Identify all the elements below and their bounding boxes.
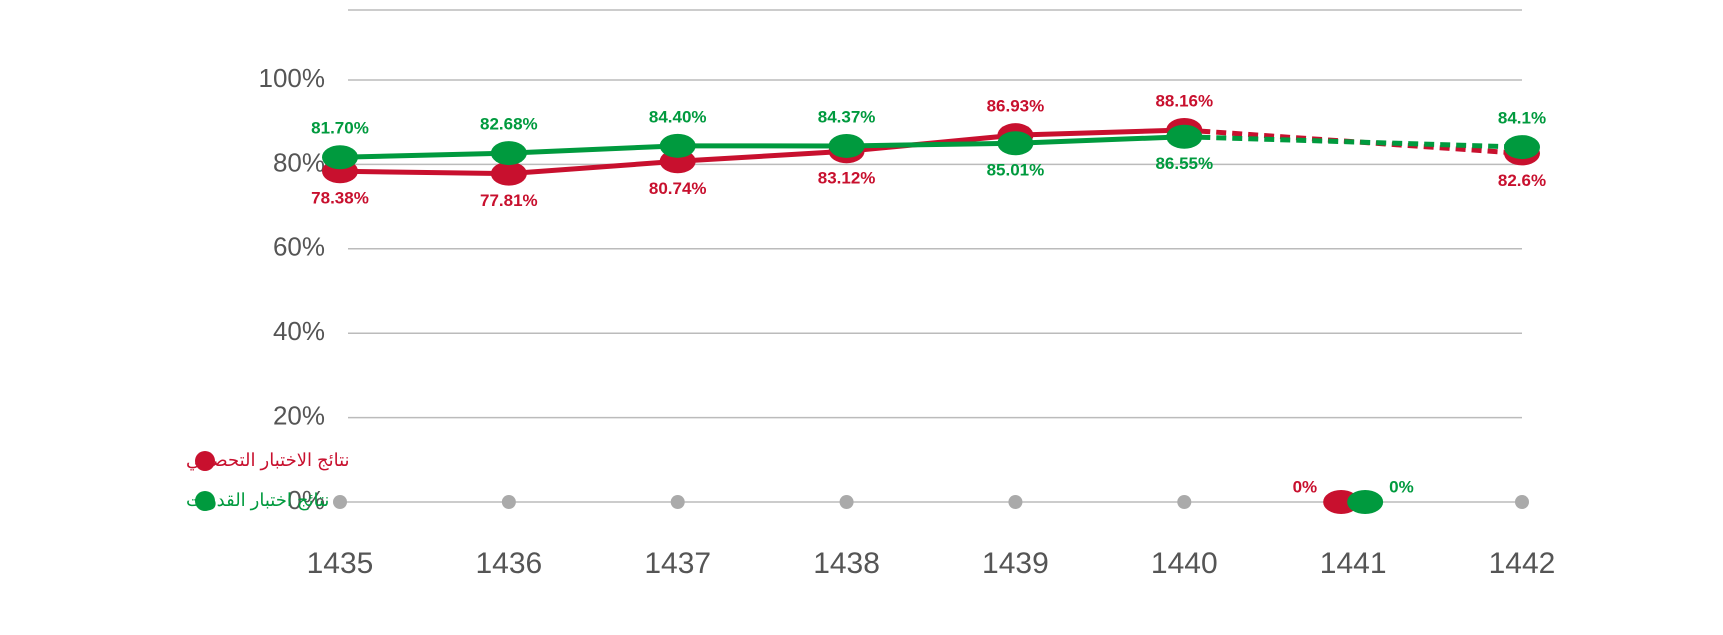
series-line xyxy=(339,134,1185,160)
legend-marker xyxy=(195,451,215,471)
value-label: 85.01% xyxy=(987,161,1045,180)
value-label: 82.6% xyxy=(1498,171,1546,190)
value-label: 0% xyxy=(1293,477,1318,496)
legend-label: نتائج الاختبار التحصيلي xyxy=(186,450,350,471)
point xyxy=(997,131,1034,156)
y-tick-label: 60% xyxy=(273,232,325,262)
point xyxy=(659,133,696,158)
value-label: 86.93% xyxy=(987,97,1045,116)
series-line-projected xyxy=(1184,134,1523,150)
x-tick-label: 1437 xyxy=(644,547,711,580)
x-axis-dot xyxy=(1515,495,1529,509)
value-label: 77.81% xyxy=(480,191,538,210)
y-tick-label: 20% xyxy=(273,400,325,430)
x-axis-dot xyxy=(670,495,685,509)
y-tick-label: 40% xyxy=(273,316,325,346)
point xyxy=(1166,124,1203,149)
x-tick-label: 1436 xyxy=(475,547,542,580)
point xyxy=(490,161,527,186)
y-tick-label: 80% xyxy=(273,147,325,177)
point xyxy=(1504,135,1540,160)
value-label: 84.1% xyxy=(1498,109,1546,128)
value-label: 86.55% xyxy=(1155,154,1213,173)
y-tick-label: 100% xyxy=(259,63,326,93)
x-tick-label: 1438 xyxy=(813,547,880,580)
value-label: 80.74% xyxy=(649,179,707,198)
point xyxy=(322,145,358,170)
point xyxy=(828,133,865,158)
value-label: 83.12% xyxy=(818,169,876,188)
x-tick-label: 1442 xyxy=(1489,547,1556,580)
legend-label: نتائج اختبار القدرات xyxy=(186,490,329,511)
y-tick-label: 0% xyxy=(287,485,325,515)
x-axis-dot xyxy=(1008,495,1023,509)
point xyxy=(490,141,527,166)
x-axis-dot xyxy=(501,495,516,509)
series-line xyxy=(339,127,1185,177)
x-tick-label: 1440 xyxy=(1151,547,1218,580)
value-label: 82.68% xyxy=(480,115,538,134)
x-tick-label: 1435 xyxy=(307,547,374,580)
value-label: 84.37% xyxy=(818,107,876,126)
value-label: 88.16% xyxy=(1155,91,1213,110)
value-label: 78.38% xyxy=(311,189,369,208)
point xyxy=(1347,490,1384,514)
value-label: 81.70% xyxy=(311,119,369,138)
value-label: 0% xyxy=(1389,477,1414,496)
x-axis-dot xyxy=(333,495,347,509)
x-tick-label: 1439 xyxy=(982,547,1049,580)
value-label: 84.40% xyxy=(649,107,707,126)
x-axis-dot xyxy=(1177,495,1192,509)
legend-marker xyxy=(195,491,215,511)
x-tick-label: 1441 xyxy=(1320,547,1387,580)
x-axis-dot xyxy=(839,495,854,509)
